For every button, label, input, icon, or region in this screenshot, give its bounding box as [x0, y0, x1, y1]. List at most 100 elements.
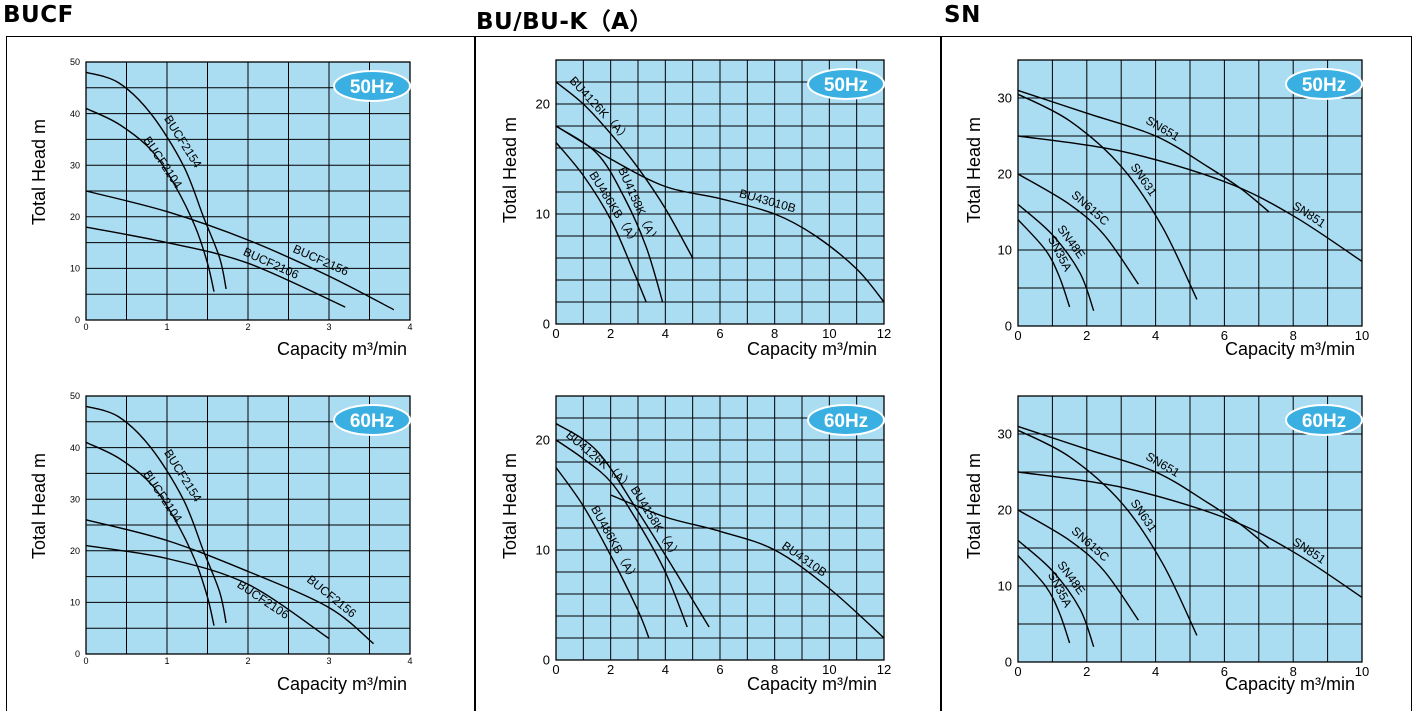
chart1-frequency-label: 50Hz: [350, 77, 394, 98]
chart1-curve-BUCF2104: [85, 107, 215, 292]
chart3-x-tick-label: 2: [1083, 328, 1090, 343]
chart6-x-tick-label: 6: [1221, 664, 1228, 679]
chart3-curve-SN851: [1017, 135, 1363, 262]
chart1-x-axis-title: Capacity m³/min: [277, 339, 407, 359]
chart5-curve-BU4310B: [610, 494, 885, 639]
chart2-curve-BU486KB（A）: [555, 142, 647, 303]
chart3-y-tick-label: 10: [998, 243, 1012, 258]
chart4-y-tick-label: 30: [70, 494, 80, 504]
chart3-y-axis-title: Total Head m: [964, 117, 984, 223]
chart5-x-tick-label: 10: [822, 662, 836, 677]
chart3-curve-SN651: [1017, 89, 1270, 213]
chart2-y-tick-label: 20: [536, 97, 550, 112]
chart2-frequency-label: 50Hz: [824, 75, 868, 96]
chart6-curve-SN851: [1017, 471, 1363, 598]
chart6-y-axis-title: Total Head m: [964, 453, 984, 559]
chart2-curve-BU4126K（A）: [555, 81, 694, 259]
chart1-y-tick-label: 10: [70, 264, 80, 274]
chart6-x-axis-title: Capacity m³/min: [1225, 674, 1355, 694]
chart4-frequency-badge: [333, 404, 411, 436]
chart6-plot-frame: [1017, 395, 1363, 663]
chart2-curve-BU43010B: [555, 125, 885, 303]
chart1-y-tick-label: 50: [70, 57, 80, 67]
chart6-curve-SN48E: [1017, 539, 1095, 648]
chart6-x-tick-label: 0: [1014, 664, 1021, 679]
chart6-y-tick-label: 20: [998, 503, 1012, 518]
chart3-curve-SN615C: [1017, 173, 1139, 285]
chart3-x-axis-title: Capacity m³/min: [1225, 339, 1355, 359]
chart3-x-tick-label: 0: [1014, 328, 1021, 343]
chart3-y-tick-label: 30: [998, 91, 1012, 106]
chart5-y-tick-label: 10: [536, 543, 550, 558]
chart4-curve-BUCF2104: [85, 441, 215, 626]
chart4-curve-BUCF2154: [85, 405, 227, 624]
chart3-curve-SN631: [1017, 93, 1198, 300]
panel-frame-bucf: [6, 36, 476, 711]
chart2-y-tick-label: 10: [536, 207, 550, 222]
chart3-x-tick-label: 10: [1355, 328, 1369, 343]
chart2-x-tick-label: 12: [877, 326, 891, 341]
chart4-frequency-label: 60Hz: [350, 411, 394, 432]
chart5-y-tick-label: 0: [543, 653, 550, 668]
chart3-x-tick-label: 6: [1221, 328, 1228, 343]
chart3-frequency-label: 50Hz: [1302, 75, 1346, 96]
chart3-x-tick-label: 8: [1290, 328, 1297, 343]
chart5-plot-frame: [555, 395, 885, 661]
chart4-y-tick-label: 10: [70, 598, 80, 608]
chart2-x-tick-label: 6: [716, 326, 723, 341]
chart3-frequency-badge: [1285, 68, 1363, 100]
chart4-x-tick-label: 0: [83, 656, 88, 666]
chart2-x-axis-title: Capacity m³/min: [747, 339, 877, 359]
chart1-curve-BUCF2154: [85, 71, 227, 290]
chart2-y-axis-title: Total Head m: [500, 117, 520, 223]
chart1-x-tick-label: 3: [326, 322, 331, 332]
chart1-curve-BUCF2156: [85, 190, 395, 311]
chart1-x-tick-label: 2: [245, 322, 250, 332]
chart2-x-tick-label: 4: [662, 326, 669, 341]
chart2-y-tick-label: 0: [543, 317, 550, 332]
chart4-y-tick-label: 20: [70, 546, 80, 556]
chart3-curve-SN48E: [1017, 203, 1095, 312]
chart4-x-tick-label: 4: [407, 656, 412, 666]
chart6-x-tick-label: 4: [1152, 664, 1159, 679]
chart1-y-axis-title: Total Head m: [29, 119, 49, 225]
chart1-curve-BUCF2106: [85, 226, 346, 308]
chart5-frequency-badge: [807, 404, 885, 436]
chart6-frequency-badge: [1285, 404, 1363, 436]
chart4-x-tick-label: 3: [326, 656, 331, 666]
chart6-curve-SN35A: [1017, 555, 1071, 644]
chart6-curve-SN615C: [1017, 509, 1139, 621]
chart1-y-tick-label: 40: [70, 109, 80, 119]
chart5-x-tick-label: 8: [771, 662, 778, 677]
chart1-x-tick-label: 1: [164, 322, 169, 332]
group-title-sn: SN: [944, 2, 981, 28]
panel-frame-bu: [474, 36, 942, 711]
chart4-x-axis-title: Capacity m³/min: [277, 674, 407, 694]
chart2-frequency-badge: [807, 68, 885, 100]
chart1-x-tick-label: 4: [407, 322, 412, 332]
chart5-x-tick-label: 4: [662, 662, 669, 677]
chart5-x-tick-label: 2: [607, 662, 614, 677]
chart6-y-tick-label: 0: [1005, 655, 1012, 670]
chart6-x-tick-label: 8: [1290, 664, 1297, 679]
chart6-curve-SN651: [1017, 425, 1270, 549]
chart6-x-tick-label: 10: [1355, 664, 1369, 679]
chart4-y-tick-label: 40: [70, 443, 80, 453]
chart1-y-tick-label: 20: [70, 212, 80, 222]
chart6-frequency-label: 60Hz: [1302, 411, 1346, 432]
chart3-y-tick-label: 0: [1005, 319, 1012, 334]
chart1-y-tick-label: 0: [75, 315, 80, 325]
chart6-x-tick-label: 2: [1083, 664, 1090, 679]
chart6-y-tick-label: 30: [998, 427, 1012, 442]
chart5-x-tick-label: 12: [877, 662, 891, 677]
chart4-curve-BUCF2106: [85, 544, 330, 640]
chart2-x-tick-label: 10: [822, 326, 836, 341]
chart5-curve-BU4158K（A）: [555, 422, 710, 628]
chart3-plot-frame: [1017, 59, 1363, 327]
chart5-x-tick-label: 6: [716, 662, 723, 677]
chart6-y-tick-label: 10: [998, 579, 1012, 594]
chart4-y-axis-title: Total Head m: [29, 453, 49, 559]
chart5-y-tick-label: 20: [536, 433, 550, 448]
chart3-x-tick-label: 4: [1152, 328, 1159, 343]
